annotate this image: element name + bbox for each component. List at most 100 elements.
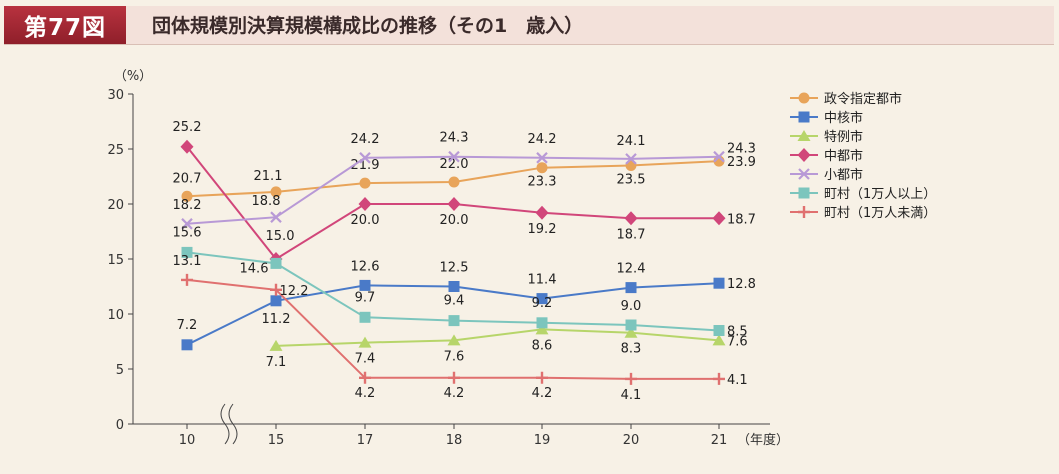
y-tick-label: 10 <box>107 308 124 323</box>
data-point <box>448 150 460 163</box>
x-tick-label: 19 <box>534 433 551 448</box>
data-label: 24.2 <box>528 132 557 147</box>
data-point <box>181 246 193 258</box>
data-label: 19.2 <box>528 222 557 237</box>
data-label: 12.2 <box>280 284 309 299</box>
data-label: 8.6 <box>532 338 553 353</box>
data-label: 4.2 <box>532 386 553 401</box>
data-point <box>270 211 282 223</box>
data-label: 15.0 <box>266 229 295 244</box>
data-label: 18.8 <box>252 194 281 209</box>
data-label: 7.2 <box>177 318 198 333</box>
data-label: 23.5 <box>617 173 646 188</box>
data-point <box>359 279 371 291</box>
data-label: 18.7 <box>617 227 646 242</box>
data-label: 18.2 <box>173 198 202 213</box>
data-label: 11.4 <box>528 273 557 288</box>
legend-marker <box>797 148 811 162</box>
y-tick-label: 25 <box>107 143 124 158</box>
data-point <box>448 315 460 327</box>
data-label: 25.2 <box>173 120 202 135</box>
x-tick-label: 21 <box>711 433 728 448</box>
data-label: 24.2 <box>351 132 380 147</box>
data-point <box>448 371 460 384</box>
legend-label: 中都市 <box>824 148 863 164</box>
data-label: 12.4 <box>617 262 646 277</box>
chart-title: 団体規模別決算規模構成比の推移（その1 歳入） <box>152 14 584 37</box>
data-point <box>448 281 460 292</box>
data-label: 7.4 <box>355 352 376 367</box>
series-line-2 <box>275 328 720 347</box>
data-label: 9.7 <box>355 290 376 305</box>
data-label: 24.3 <box>727 142 756 157</box>
data-point <box>713 277 725 289</box>
data-point <box>713 150 725 163</box>
legend-label: 町村（1万人以上） <box>824 187 936 202</box>
data-label: 21.1 <box>254 169 283 184</box>
data-label: 24.3 <box>440 131 469 146</box>
data-label: 20.0 <box>440 213 469 228</box>
data-label: 20.0 <box>351 213 380 228</box>
data-point <box>359 311 371 323</box>
data-label: 8.5 <box>727 325 748 340</box>
axis-break-mark <box>220 403 230 445</box>
y-axis-label: （%） <box>114 69 152 84</box>
legend-marker <box>798 206 810 218</box>
x-tick-label: 20 <box>623 433 640 448</box>
y-tick-label: 15 <box>107 253 124 268</box>
x-axis-label: （年度） <box>737 432 789 448</box>
axis-break-mark <box>228 403 238 445</box>
data-label: 13.1 <box>173 254 202 269</box>
data-label: 20.7 <box>173 171 202 186</box>
x-tick-label: 18 <box>446 433 463 448</box>
legend-marker <box>798 187 810 199</box>
data-point <box>447 197 461 211</box>
data-point <box>269 339 283 351</box>
data-point <box>181 218 193 230</box>
data-point <box>447 334 461 346</box>
title-bar <box>4 6 1054 45</box>
data-point <box>625 282 637 294</box>
data-point <box>712 334 726 346</box>
data-point <box>536 371 548 384</box>
data-point <box>624 211 638 226</box>
data-label: 8.3 <box>621 342 642 357</box>
data-point <box>358 336 372 348</box>
y-tick-label: 30 <box>107 88 124 103</box>
data-point <box>713 325 725 336</box>
data-point <box>181 339 193 351</box>
data-label: 23.3 <box>528 175 557 190</box>
data-label: 18.7 <box>727 212 756 227</box>
legend-label: 中核市 <box>824 110 863 126</box>
data-label: 7.6 <box>444 349 465 364</box>
data-point <box>536 152 548 164</box>
data-point <box>359 371 371 384</box>
legend-marker <box>798 168 810 180</box>
data-label: 12.6 <box>351 259 380 274</box>
data-label: 7.6 <box>727 334 748 349</box>
data-point <box>536 293 548 305</box>
legend-label: 町村（1万人未満） <box>824 206 936 221</box>
legend-marker <box>797 130 811 141</box>
data-label: 23.9 <box>727 155 756 170</box>
data-point <box>180 139 194 154</box>
data-label: 9.2 <box>532 296 553 311</box>
legend-marker <box>798 92 810 104</box>
data-label: 15.6 <box>173 225 202 240</box>
data-label: 24.1 <box>617 134 646 149</box>
data-label: 4.2 <box>355 386 376 401</box>
data-point <box>270 295 282 307</box>
x-tick-label: 17 <box>357 433 374 448</box>
data-label: 9.4 <box>444 294 465 309</box>
data-label: 22.0 <box>440 157 469 172</box>
data-point <box>270 283 282 296</box>
figure-number-badge: 第77図 <box>4 6 126 44</box>
data-point <box>270 186 282 198</box>
data-point <box>448 176 460 188</box>
data-point <box>712 211 726 226</box>
data-label: 4.1 <box>727 373 748 388</box>
data-label: 12.5 <box>440 261 469 276</box>
data-label: 11.2 <box>262 312 291 327</box>
legend-label: 特例市 <box>824 129 863 145</box>
data-point <box>181 273 193 286</box>
